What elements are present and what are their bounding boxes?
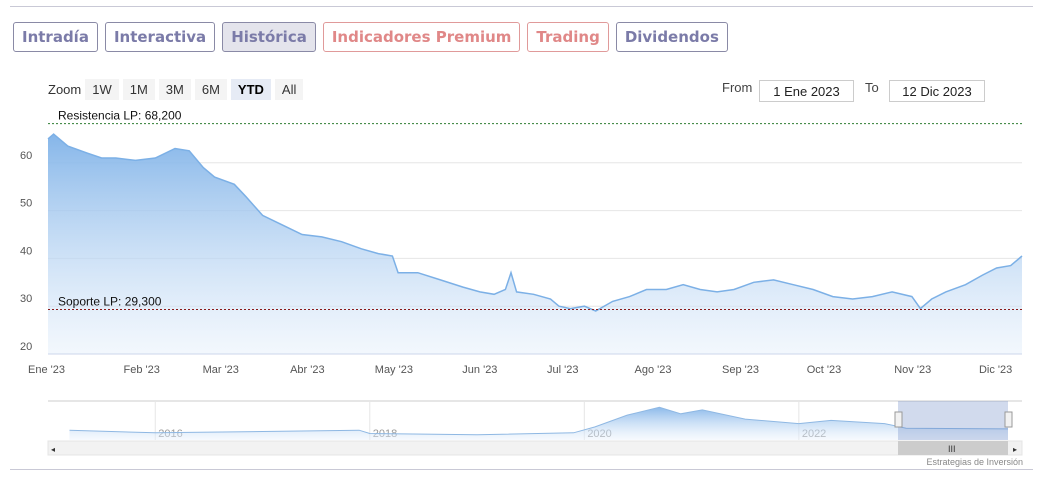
- tab-trading[interactable]: Trading: [527, 22, 609, 52]
- from-label: From: [722, 80, 753, 95]
- x-tick-label: Ago '23: [635, 364, 672, 376]
- price-area: [48, 134, 1022, 354]
- y-tick-label: 40: [20, 245, 32, 257]
- x-tick-label: Abr '23: [290, 364, 325, 376]
- navigator-scrollbar-track: [47, 440, 1023, 456]
- resistance-label: Resistencia LP: 68,200: [58, 109, 182, 123]
- zoom-1m-button[interactable]: 1M: [122, 79, 155, 100]
- x-tick-label: Mar '23: [203, 364, 239, 376]
- zoom-all-button[interactable]: All: [274, 79, 304, 100]
- navigator-handle-icon: [1004, 411, 1013, 428]
- tab-interactiva[interactable]: Interactiva: [104, 22, 216, 52]
- zoom-3m-button[interactable]: 3M: [158, 79, 191, 100]
- support-label: Soporte LP: 29,300: [58, 295, 162, 309]
- zoom-1w-button[interactable]: 1W: [85, 79, 119, 100]
- y-tick-label: 30: [20, 293, 32, 305]
- navigator-line: [69, 406, 1009, 436]
- navigator-area: [69, 407, 1008, 440]
- x-tick-label: Dic '23: [979, 364, 1012, 376]
- to-label: To: [865, 80, 879, 95]
- zoom-label: Zoom: [48, 82, 82, 97]
- tab-hist-rica[interactable]: Histórica: [222, 22, 316, 52]
- scrollbar-grip-icon: III: [948, 444, 956, 454]
- x-tick-label: Jun '23: [462, 364, 497, 376]
- credit-text: Estrategias de Inversión: [926, 457, 1023, 467]
- y-tick-label: 50: [20, 198, 32, 210]
- x-tick-label: May '23: [375, 364, 413, 376]
- top-divider: [10, 6, 1033, 7]
- tab-indicadores-premium[interactable]: Indicadores Premium: [322, 22, 521, 52]
- to-date-input[interactable]: 12 Dic 2023: [889, 80, 985, 102]
- x-tick-label: Nov '23: [894, 364, 931, 376]
- tab-dividendos[interactable]: Dividendos: [615, 22, 728, 52]
- x-tick-label: Jul '23: [547, 364, 578, 376]
- price-line: [47, 133, 1023, 312]
- zoom-6m-button[interactable]: 6M: [194, 79, 227, 100]
- from-date-input[interactable]: 1 Ene 2023: [759, 80, 854, 102]
- zoom-selector: Zoom 1W 1M 3M 6M YTD All: [48, 79, 304, 100]
- navigator-scrollbar-thumb: [898, 441, 1008, 455]
- scroll-left-arrow-icon: ◂: [51, 445, 55, 454]
- x-tick-label: Sep '23: [722, 364, 759, 376]
- tab-intrad-a[interactable]: Intradía: [13, 22, 98, 52]
- navigator-handle-icon: [894, 411, 903, 428]
- x-tick-label: Feb '23: [124, 364, 160, 376]
- navigator-selection: [898, 401, 1008, 440]
- x-tick-label: Oct '23: [807, 364, 842, 376]
- y-tick-label: 60: [20, 150, 32, 162]
- scroll-right-arrow-icon: ▸: [1013, 445, 1017, 454]
- view-tabs: Intradía Interactiva Histórica Indicadores …: [13, 22, 728, 52]
- bottom-divider: [10, 469, 1033, 470]
- zoom-ytd-button[interactable]: YTD: [230, 79, 271, 100]
- y-tick-label: 20: [20, 341, 32, 353]
- x-tick-label: Ene '23: [28, 364, 65, 376]
